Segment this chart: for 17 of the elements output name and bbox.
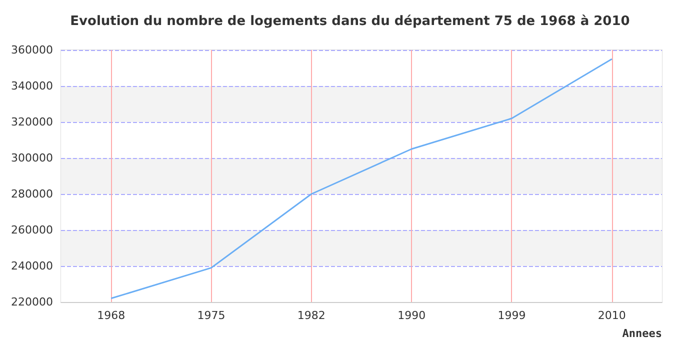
y-tick-label: 340000 bbox=[10, 80, 53, 92]
y-tick-label: 280000 bbox=[10, 188, 53, 200]
y-tick-label: 260000 bbox=[10, 224, 53, 236]
line-series bbox=[110, 58, 613, 300]
x-tick-label: 1990 bbox=[398, 309, 426, 322]
y-tick-label: 240000 bbox=[10, 260, 53, 272]
x-tick-label: 1975 bbox=[197, 309, 226, 322]
x-tick-label: 1982 bbox=[297, 309, 326, 322]
x-tick-label: 2010 bbox=[598, 309, 626, 322]
chart-title: Evolution du nombre de logements dans du département 75 de 1968 à 2010 bbox=[70, 14, 630, 29]
y-tick-label: 220000 bbox=[10, 296, 53, 308]
x-axis-title: Annees bbox=[622, 327, 662, 340]
y-tick-label: 300000 bbox=[10, 152, 53, 164]
y-tick-label: 360000 bbox=[10, 44, 53, 56]
y-tick-label: 320000 bbox=[10, 116, 53, 128]
x-tick-label: 1968 bbox=[97, 309, 126, 322]
x-tick-label: 1999 bbox=[498, 309, 526, 322]
